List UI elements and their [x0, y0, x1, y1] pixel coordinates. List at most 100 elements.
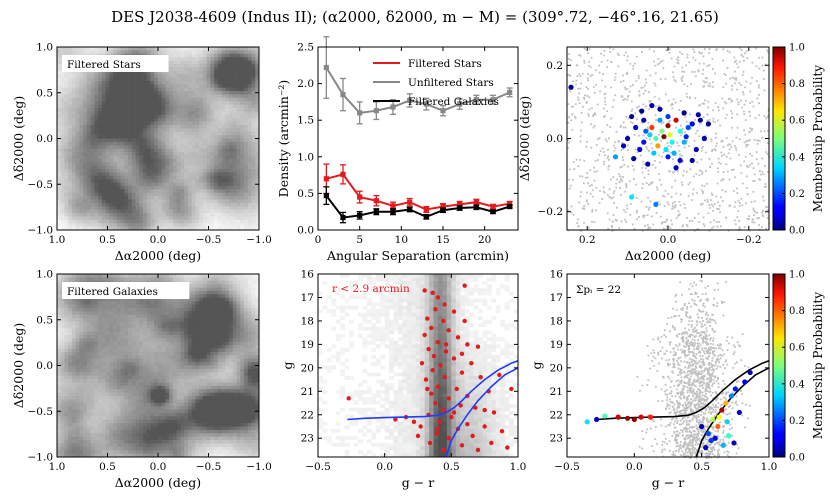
density-cell: [131, 175, 136, 180]
density-cell: [236, 111, 241, 116]
density-cell: [57, 355, 62, 360]
density-cell: [86, 335, 92, 339]
density-cell: [68, 226, 73, 231]
density-cell: [195, 172, 200, 177]
density-cell: [172, 185, 178, 190]
density-cell: [68, 219, 73, 224]
density-cell: [83, 324, 88, 329]
density-cell: [165, 135, 170, 139]
density-cell: [146, 192, 151, 197]
density-cell: [60, 114, 65, 119]
density-cell: [98, 155, 103, 160]
field-star: [667, 203, 670, 206]
field-star: [588, 64, 590, 67]
density-cell: [79, 318, 84, 322]
density-cell: [202, 179, 207, 183]
density-cell: [116, 80, 121, 85]
density-cell: [232, 114, 237, 119]
density-cell: [86, 50, 92, 55]
density-cell: [206, 84, 211, 89]
density-cell: [68, 372, 73, 377]
density-cell: [120, 209, 125, 214]
field-star: [642, 92, 645, 95]
density-cell: [221, 155, 226, 160]
density-cell: [255, 199, 260, 204]
density-cell: [105, 223, 110, 227]
density-cell: [172, 226, 178, 231]
density-cell: [187, 192, 193, 197]
density-cell: [217, 80, 222, 85]
density-cell: [236, 179, 241, 183]
density-cell: [214, 141, 219, 146]
density-cell: [105, 219, 110, 224]
density-cell: [105, 118, 110, 122]
density-cell: [135, 118, 140, 122]
field-star: [613, 79, 616, 81]
density-cell: [90, 385, 95, 390]
density-cell: [105, 185, 110, 190]
field-star: [743, 103, 746, 106]
field-star: [629, 180, 631, 183]
density-cell: [105, 196, 110, 200]
density-cell: [143, 84, 148, 89]
field-star: [691, 220, 694, 222]
density-cell: [71, 335, 77, 339]
density-cell: [86, 182, 92, 187]
field-star: [568, 187, 571, 190]
density-cell: [214, 50, 219, 55]
field-star: [628, 90, 631, 93]
density-cell: [79, 226, 84, 231]
density-cell: [169, 169, 174, 173]
density-cell: [98, 301, 103, 305]
density-cell: [251, 206, 256, 211]
density-cell: [83, 399, 88, 404]
density-cell: [79, 443, 84, 448]
density-cell: [116, 226, 121, 231]
density-cell: [214, 165, 219, 170]
density-cell: [165, 97, 170, 102]
density-cell: [90, 74, 95, 78]
density-cell: [176, 87, 181, 92]
density-cell: [180, 196, 185, 200]
field-star: [731, 99, 733, 102]
field-star: [640, 121, 643, 124]
density-cell: [68, 443, 73, 448]
density-cell: [202, 77, 207, 82]
density-cell: [195, 219, 200, 224]
field-star: [766, 153, 769, 155]
field-star: [666, 201, 669, 204]
density-cell: [86, 324, 92, 329]
density-cell: [64, 368, 69, 373]
density-cell: [169, 94, 174, 99]
density-cell: [225, 50, 230, 55]
density-cell: [71, 101, 77, 105]
field-star: [601, 131, 604, 133]
density-cell: [232, 60, 237, 65]
density-cell: [75, 348, 80, 353]
density-cell: [79, 47, 84, 51]
density-cell: [146, 141, 151, 146]
density-cell: [146, 77, 151, 82]
density-cell: [57, 216, 62, 221]
density-cell: [244, 172, 249, 177]
field-star: [760, 130, 762, 133]
density-cell: [150, 185, 155, 190]
density-cell: [240, 118, 245, 122]
density-cell: [225, 57, 230, 61]
density-cell: [105, 70, 110, 75]
density-cell: [251, 145, 256, 150]
density-cell: [191, 219, 196, 224]
density-cell: [60, 389, 65, 393]
density-cell: [60, 372, 65, 377]
density-cell: [75, 436, 80, 441]
density-cell: [79, 101, 84, 105]
density-cell: [120, 118, 125, 122]
density-cell: [71, 389, 77, 393]
field-star: [657, 57, 660, 60]
density-cell: [195, 192, 200, 197]
density-cell: [64, 348, 69, 353]
density-cell: [255, 121, 260, 126]
density-cell: [225, 165, 230, 170]
density-cell: [60, 152, 65, 156]
field-star: [758, 178, 761, 180]
